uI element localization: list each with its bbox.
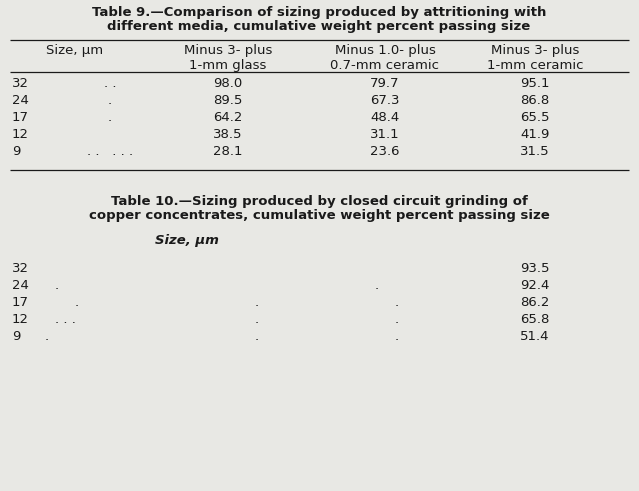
Text: .: . (75, 296, 79, 309)
Text: 9: 9 (12, 330, 20, 343)
Text: 65.8: 65.8 (520, 313, 550, 326)
Text: .: . (255, 296, 259, 309)
Text: 32: 32 (12, 77, 29, 90)
Text: 31.5: 31.5 (520, 145, 550, 158)
Text: 24: 24 (12, 279, 29, 292)
Text: .: . (375, 279, 379, 292)
Text: 64.2: 64.2 (213, 111, 243, 124)
Text: .: . (45, 330, 49, 343)
Text: 32: 32 (12, 262, 29, 275)
Text: 24: 24 (12, 94, 29, 107)
Text: Size, μm: Size, μm (47, 44, 104, 57)
Text: Size, μm: Size, μm (155, 234, 219, 247)
Text: 95.1: 95.1 (520, 77, 550, 90)
Text: 86.2: 86.2 (520, 296, 550, 309)
Text: 31.1: 31.1 (370, 128, 400, 141)
Text: Table 10.—Sizing produced by closed circuit grinding of: Table 10.—Sizing produced by closed circ… (111, 195, 527, 208)
Text: .: . (255, 330, 259, 343)
Text: 41.9: 41.9 (520, 128, 550, 141)
Text: Minus 1.0- plus
0.7-mm ceramic: Minus 1.0- plus 0.7-mm ceramic (330, 44, 440, 72)
Text: .: . (255, 313, 259, 326)
Text: 98.0: 98.0 (213, 77, 243, 90)
Text: 92.4: 92.4 (520, 279, 550, 292)
Text: 79.7: 79.7 (370, 77, 400, 90)
Text: Table 9.—Comparison of sizing produced by attritioning with: Table 9.—Comparison of sizing produced b… (92, 6, 546, 19)
Text: 23.6: 23.6 (370, 145, 400, 158)
Text: 89.5: 89.5 (213, 94, 243, 107)
Text: .: . (55, 279, 59, 292)
Text: 67.3: 67.3 (370, 94, 400, 107)
Text: 17: 17 (12, 296, 29, 309)
Text: .: . (108, 111, 112, 124)
Text: .: . (108, 94, 112, 107)
Text: 12: 12 (12, 128, 29, 141)
Text: 17: 17 (12, 111, 29, 124)
Text: 9: 9 (12, 145, 20, 158)
Text: .: . (395, 313, 399, 326)
Text: 65.5: 65.5 (520, 111, 550, 124)
Text: 86.8: 86.8 (520, 94, 550, 107)
Text: . .   . . .: . . . . . (87, 145, 133, 158)
Text: . . .: . . . (55, 313, 76, 326)
Text: Minus 3- plus
1-mm ceramic: Minus 3- plus 1-mm ceramic (487, 44, 583, 72)
Text: copper concentrates, cumulative weight percent passing size: copper concentrates, cumulative weight p… (89, 209, 550, 222)
Text: 51.4: 51.4 (520, 330, 550, 343)
Text: 12: 12 (12, 313, 29, 326)
Text: Minus 3- plus
1-mm glass: Minus 3- plus 1-mm glass (184, 44, 272, 72)
Text: 48.4: 48.4 (371, 111, 399, 124)
Text: .: . (395, 296, 399, 309)
Text: .: . (395, 330, 399, 343)
Text: 93.5: 93.5 (520, 262, 550, 275)
Text: different media, cumulative weight percent passing size: different media, cumulative weight perce… (107, 20, 530, 33)
Text: 38.5: 38.5 (213, 128, 243, 141)
Text: 28.1: 28.1 (213, 145, 243, 158)
Text: . .: . . (104, 77, 116, 90)
